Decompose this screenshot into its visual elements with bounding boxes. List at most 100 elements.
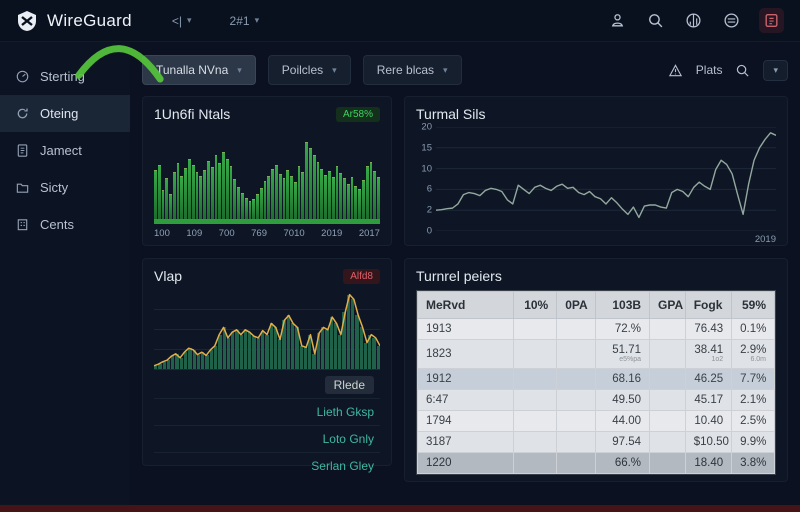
bar <box>225 159 229 219</box>
stats-icon[interactable] <box>683 10 704 31</box>
bar <box>195 172 199 219</box>
sidebar-item-sterting[interactable]: Sterting <box>0 58 130 95</box>
area-bar <box>226 337 231 369</box>
area-bar <box>329 317 333 369</box>
bar <box>361 180 365 219</box>
topbar-dropdown-1[interactable]: <| ▾ <box>166 13 198 29</box>
y-tick-label: 0 <box>426 225 432 237</box>
sidebar-nav: Sterting Oteing Jamect Sicty Cents <box>0 42 130 505</box>
bar <box>297 165 301 219</box>
area-bar <box>295 327 299 369</box>
area-bar <box>218 334 222 369</box>
filter-dropdown-label: Poilcles <box>281 63 324 77</box>
x-tick-label: 700 <box>218 228 235 239</box>
table-cell <box>556 339 597 369</box>
bar <box>320 169 324 219</box>
legend-label: Loto Gnly <box>322 432 374 446</box>
panel-bars-badge: Ar58% <box>335 106 380 122</box>
area-bar <box>205 355 209 369</box>
area-bar <box>196 354 201 369</box>
bar <box>278 173 282 219</box>
area-bar <box>265 334 269 369</box>
search-icon[interactable] <box>733 61 752 80</box>
sidebar-item-jamect[interactable]: Jamect <box>0 132 130 169</box>
table-cell-subtext: e5%pa <box>619 356 642 363</box>
area-bar <box>333 323 338 369</box>
area-bar <box>325 329 329 369</box>
x-tick-label: 769 <box>251 228 267 239</box>
table-cell: 76.43 <box>684 318 733 340</box>
sidebar-item-cents[interactable]: Cents <box>0 206 130 243</box>
table-row[interactable]: 1823 51.71 e5%pa 38.41 1o2 2.9% 6.0m <box>416 339 775 369</box>
bar <box>331 176 335 219</box>
area-bar <box>201 352 205 369</box>
bar <box>180 175 184 219</box>
legend-item[interactable]: Loto Gnly <box>154 425 380 452</box>
filter-dropdown-2[interactable]: Poilcles ▾ <box>267 55 351 85</box>
table-cell <box>513 339 558 369</box>
bar <box>229 166 233 219</box>
area-line-svg <box>154 289 380 369</box>
area-bar <box>175 353 179 369</box>
area-bar <box>286 315 290 369</box>
table-cell: 1220 <box>416 451 515 474</box>
bar <box>252 198 256 219</box>
filter-dropdown-3[interactable]: Rere blcas ▾ <box>362 55 462 85</box>
table-row[interactable]: 1912 68.16 46.25 7.7% <box>416 367 775 390</box>
brand-title: WireGuard <box>47 10 132 30</box>
search-icon[interactable] <box>645 10 666 31</box>
bar <box>286 170 290 219</box>
filter-dropdown-1[interactable]: Tunalla NVna ▾ <box>142 55 256 85</box>
y-tick-label: 6 <box>426 183 432 195</box>
filter-more-button[interactable]: ▾ <box>763 59 788 81</box>
legend-item[interactable]: Lieth Gksp <box>154 398 380 425</box>
table-row[interactable]: 1794 44.00 10.40 2.5% <box>416 409 775 432</box>
table-cell: 3187 <box>416 430 515 453</box>
table-cell: 1794 <box>416 409 515 432</box>
area-bar <box>316 333 320 369</box>
legend-item-boxed[interactable]: Rlede <box>154 370 380 398</box>
alert-icon[interactable] <box>759 8 784 33</box>
area-bar <box>372 337 376 369</box>
building-icon <box>15 217 30 232</box>
peers-table: MeRvd 10% 0PA 103B GPA Fogk 59% 1913 72.% 76.43 0… <box>416 291 775 474</box>
area-bar <box>342 312 346 369</box>
share-icon[interactable] <box>607 10 628 31</box>
table-cell: 7.7% <box>731 367 775 390</box>
bar <box>354 185 358 219</box>
bars-chart <box>154 127 380 224</box>
sidebar-item-sicty[interactable]: Sicty <box>0 169 130 206</box>
table-row[interactable]: 1913 72.% 76.43 0.1% <box>416 318 775 340</box>
bar <box>157 164 161 219</box>
topbar-dropdown-1-label: <| <box>171 13 183 28</box>
warning-triangle-icon[interactable] <box>666 61 685 80</box>
table-cell <box>649 388 686 411</box>
logo: WireGuard <box>16 10 132 32</box>
bar <box>169 194 172 219</box>
table-row[interactable]: 1220 66.% 18.40 3.8% <box>416 451 775 474</box>
settings-icon[interactable] <box>721 10 742 31</box>
bar <box>206 160 210 219</box>
bar <box>316 161 320 219</box>
table-row[interactable]: 3187 97.54 $10.50 9.9% <box>416 430 775 453</box>
sidebar-item-oteing[interactable]: Oteing <box>0 95 130 132</box>
area-bar <box>269 323 273 369</box>
area-bar <box>346 294 350 369</box>
bar <box>244 197 248 219</box>
legend-item[interactable]: Serlan Gley <box>154 452 380 479</box>
gridline <box>154 309 380 310</box>
table-row[interactable]: 6:47 49.50 45.17 2.1% <box>416 388 775 411</box>
table-cell: 6:47 <box>416 388 515 411</box>
area-bar <box>282 320 286 369</box>
legend-label: Serlan Gley <box>311 459 374 473</box>
bar <box>203 170 206 219</box>
topbar-dropdown-2[interactable]: 2#1 ▾ <box>224 13 266 29</box>
area-bar <box>235 329 239 369</box>
bar <box>199 175 203 219</box>
sidebar-item-label: Sterting <box>40 69 85 84</box>
wireguard-logo-icon <box>16 10 38 32</box>
bar <box>214 155 218 219</box>
table-cell <box>556 430 597 453</box>
column-header: GPA <box>649 291 686 319</box>
